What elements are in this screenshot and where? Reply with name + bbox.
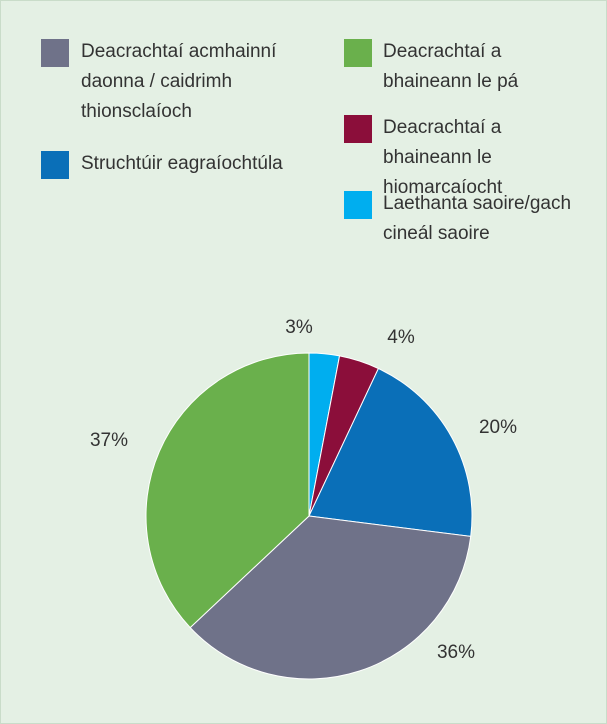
slice-label: 3% <box>285 317 313 338</box>
pie-slice <box>145 352 310 629</box>
pie-slice <box>189 515 472 680</box>
legend-label: Deacrachtaí a bhaineann le pá <box>383 41 519 92</box>
legend-label: Deacrachtaí acmhainní daonna / caidrimh … <box>81 41 277 122</box>
legend-swatch <box>41 39 69 67</box>
slice-label: 36% <box>437 642 475 663</box>
legend-swatch <box>344 191 372 219</box>
legend-swatch <box>344 115 372 143</box>
slice-label: 37% <box>90 430 128 451</box>
slice-label: 20% <box>479 417 517 438</box>
legend-label: Deacrachtaí a bhaineann le hiomarcaíocht <box>383 117 503 198</box>
legend-swatch <box>344 39 372 67</box>
slice-label: 4% <box>387 327 415 348</box>
legend-label: Laethanta saoire/gach cineál saoire <box>383 193 572 244</box>
legend-swatch <box>41 151 69 179</box>
pie-slice <box>308 367 473 537</box>
legend-label: Struchtúir eagraíochtúla <box>81 153 283 174</box>
